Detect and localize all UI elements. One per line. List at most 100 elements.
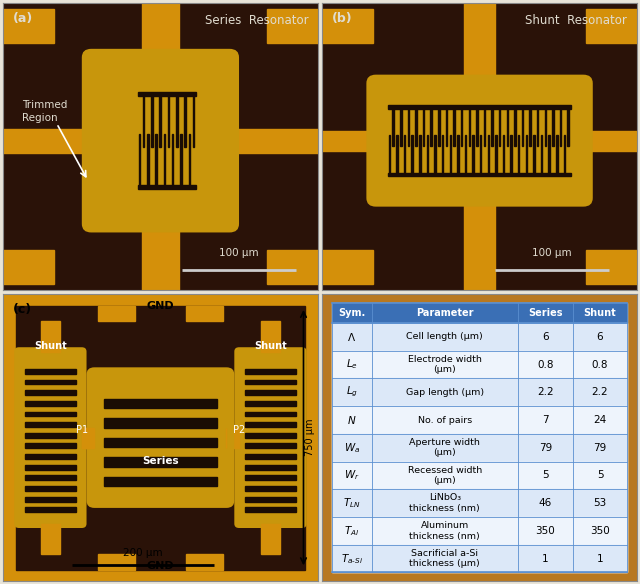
Bar [189, 134, 190, 186]
Bar [499, 109, 500, 146]
Text: Series: Series [142, 456, 179, 465]
Bar [156, 134, 157, 186]
Bar [3, 128, 92, 152]
Bar [332, 489, 627, 517]
Bar [230, 128, 317, 152]
Text: 79: 79 [539, 443, 552, 453]
Bar [245, 475, 296, 480]
Text: Electrode width
(μm): Electrode width (μm) [408, 355, 482, 374]
Text: GND: GND [147, 301, 174, 311]
Text: Series: Series [528, 308, 563, 318]
Bar [533, 135, 534, 173]
Bar [245, 497, 296, 502]
Text: Shunt: Shunt [584, 308, 616, 318]
Bar [25, 380, 76, 384]
Bar [423, 109, 424, 146]
Bar [332, 434, 627, 461]
Bar [25, 390, 76, 395]
Bar [3, 9, 54, 43]
Text: Sym.: Sym. [338, 308, 365, 318]
Bar [25, 454, 76, 459]
Bar [396, 135, 397, 173]
Bar [392, 109, 394, 146]
Bar [25, 412, 76, 416]
Bar [41, 321, 60, 352]
Bar [97, 554, 135, 569]
Bar [227, 427, 239, 448]
Bar [586, 9, 637, 43]
Bar [564, 135, 565, 173]
Bar [461, 109, 462, 146]
Bar [507, 109, 508, 146]
Text: Parameter: Parameter [416, 308, 474, 318]
Bar [268, 9, 317, 43]
Text: Series  Resonator: Series Resonator [205, 15, 308, 27]
Bar [147, 134, 148, 186]
Bar [388, 173, 571, 176]
Bar [323, 250, 372, 284]
Text: 24: 24 [593, 415, 607, 425]
Bar [510, 135, 512, 173]
Bar [151, 96, 153, 147]
Bar [332, 351, 627, 378]
Bar [104, 477, 217, 486]
Bar [25, 401, 76, 406]
Bar [552, 109, 554, 146]
Bar [245, 454, 296, 459]
Text: P1: P1 [76, 425, 88, 436]
Text: (c): (c) [13, 303, 32, 316]
Bar [537, 109, 538, 146]
Bar [323, 131, 376, 151]
Bar [503, 135, 504, 173]
Bar [245, 422, 296, 427]
Bar [176, 96, 178, 147]
Bar [25, 475, 76, 480]
Bar [556, 135, 557, 173]
FancyBboxPatch shape [82, 49, 239, 232]
Bar [464, 198, 495, 290]
Text: 6: 6 [596, 332, 604, 342]
Text: Shunt: Shunt [254, 341, 287, 351]
Bar [332, 303, 627, 323]
Text: 6: 6 [542, 332, 548, 342]
Bar [445, 109, 447, 146]
FancyBboxPatch shape [366, 75, 593, 207]
Bar [545, 109, 546, 146]
Bar [261, 321, 280, 352]
Text: LiNbO₃
thickness (nm): LiNbO₃ thickness (nm) [410, 493, 480, 513]
FancyBboxPatch shape [234, 347, 307, 528]
Bar [438, 109, 440, 146]
Bar [472, 135, 474, 173]
Bar [400, 109, 401, 146]
Bar [419, 135, 420, 173]
Bar [332, 378, 627, 406]
Text: $T_{Al}$: $T_{Al}$ [344, 524, 360, 538]
Text: 200 μm: 200 μm [124, 548, 163, 558]
Bar [415, 109, 417, 146]
Bar [186, 305, 223, 321]
Text: $L_g$: $L_g$ [346, 385, 358, 399]
Bar [453, 109, 455, 146]
Bar [139, 134, 140, 186]
Bar [25, 433, 76, 437]
Text: Sacrificial a-Si
thickness (μm): Sacrificial a-Si thickness (μm) [410, 549, 480, 568]
Bar [138, 92, 196, 96]
Bar [138, 186, 196, 189]
Bar [25, 465, 76, 470]
Bar [388, 135, 390, 173]
Bar [488, 135, 489, 173]
Text: 0.8: 0.8 [592, 360, 608, 370]
Bar [245, 433, 296, 437]
Bar [104, 457, 217, 467]
Bar [449, 135, 451, 173]
Bar [97, 305, 135, 321]
Bar [25, 422, 76, 427]
Text: $T_{a\text{-}Si}$: $T_{a\text{-}Si}$ [340, 552, 363, 565]
Bar [541, 135, 542, 173]
Bar [476, 109, 477, 146]
Text: 46: 46 [539, 498, 552, 508]
FancyBboxPatch shape [86, 367, 234, 508]
Text: 1: 1 [542, 554, 548, 564]
Text: (b): (b) [332, 12, 353, 25]
Bar [245, 369, 296, 374]
